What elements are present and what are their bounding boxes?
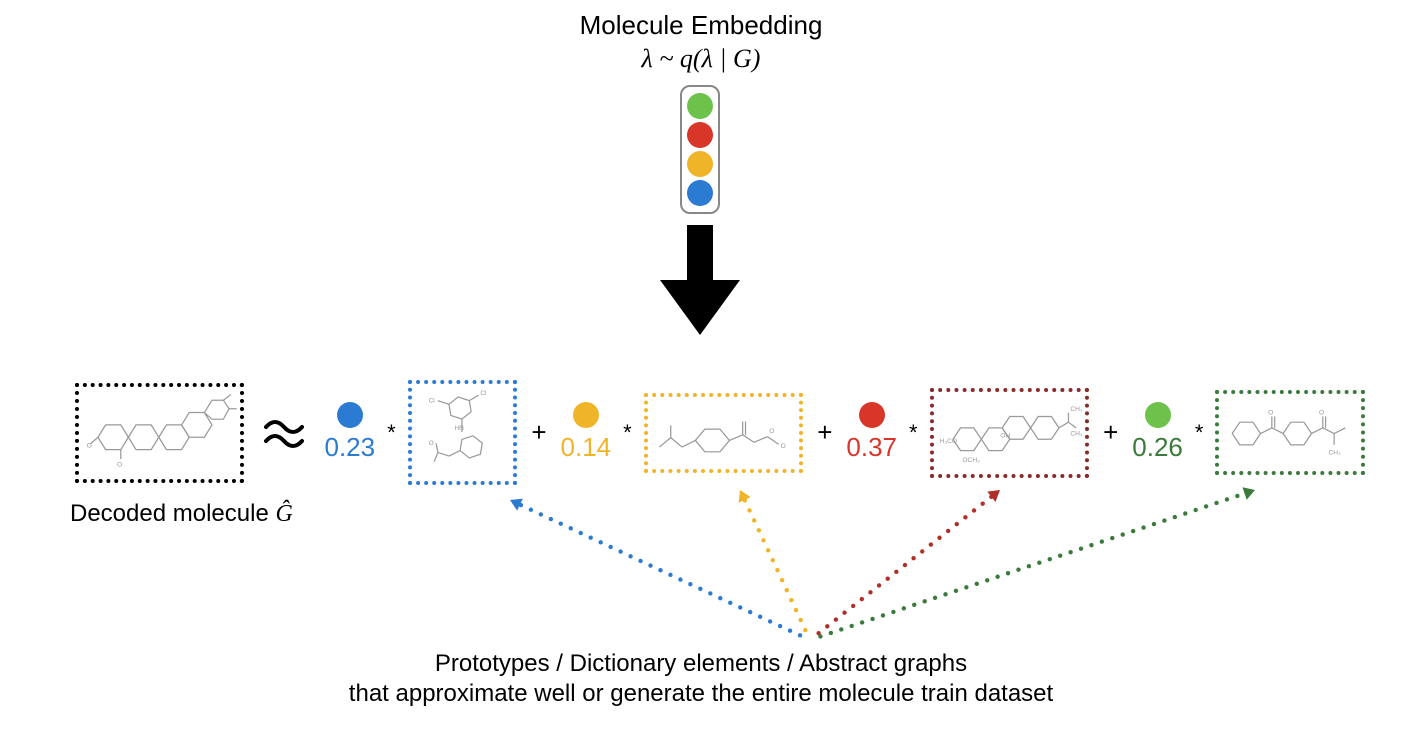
- caption-line-1: Prototypes / Dictionary elements / Abstr…: [0, 650, 1402, 678]
- pointer-arrows-overlay: [0, 0, 1402, 740]
- caption-line-2: that approximate well or generate the en…: [0, 680, 1402, 708]
